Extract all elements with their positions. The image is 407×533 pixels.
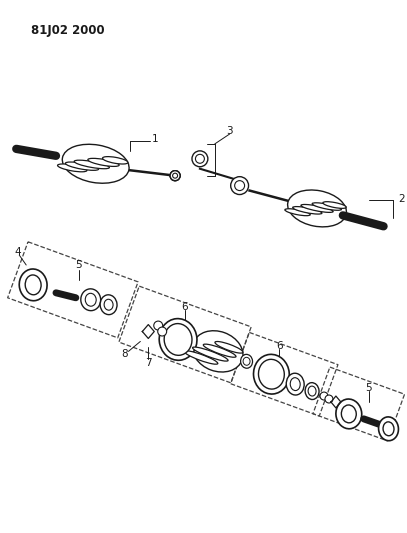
Ellipse shape [336, 399, 362, 429]
Ellipse shape [103, 157, 128, 164]
Ellipse shape [215, 342, 243, 353]
Ellipse shape [308, 386, 316, 396]
Ellipse shape [104, 299, 113, 310]
Ellipse shape [81, 289, 101, 311]
Circle shape [154, 321, 163, 330]
Ellipse shape [293, 207, 322, 214]
Text: 5: 5 [365, 383, 372, 393]
Text: 5: 5 [76, 260, 82, 270]
Ellipse shape [193, 331, 243, 372]
Ellipse shape [312, 203, 341, 211]
Ellipse shape [57, 164, 87, 172]
Ellipse shape [164, 324, 192, 356]
Ellipse shape [184, 351, 218, 364]
Ellipse shape [341, 405, 356, 423]
Ellipse shape [74, 160, 109, 169]
Text: 3: 3 [226, 126, 233, 136]
Ellipse shape [383, 422, 394, 436]
Ellipse shape [173, 173, 177, 178]
Ellipse shape [285, 209, 310, 216]
Text: 8: 8 [121, 349, 128, 359]
Ellipse shape [323, 201, 346, 208]
Text: 7: 7 [145, 358, 152, 368]
Ellipse shape [286, 373, 304, 395]
Ellipse shape [258, 359, 284, 389]
Ellipse shape [379, 417, 398, 441]
Ellipse shape [100, 295, 117, 314]
Ellipse shape [288, 190, 346, 227]
Ellipse shape [305, 383, 319, 400]
Ellipse shape [231, 176, 249, 195]
Ellipse shape [25, 275, 41, 295]
Ellipse shape [241, 354, 252, 368]
Ellipse shape [235, 181, 245, 191]
Circle shape [325, 395, 333, 403]
Ellipse shape [62, 144, 129, 183]
Ellipse shape [192, 151, 208, 167]
Ellipse shape [159, 319, 197, 360]
Ellipse shape [193, 347, 228, 361]
Circle shape [158, 327, 166, 336]
Ellipse shape [170, 171, 180, 181]
Ellipse shape [290, 378, 300, 391]
Ellipse shape [88, 158, 119, 166]
Text: 1: 1 [152, 134, 159, 144]
Ellipse shape [19, 269, 47, 301]
Ellipse shape [66, 162, 98, 171]
Text: 6: 6 [276, 342, 282, 351]
Text: 4: 4 [14, 247, 21, 257]
Text: 2: 2 [398, 193, 405, 204]
Ellipse shape [203, 344, 236, 357]
Circle shape [170, 171, 180, 181]
Text: 6: 6 [182, 302, 188, 312]
Ellipse shape [254, 354, 289, 394]
Ellipse shape [301, 205, 333, 212]
Ellipse shape [243, 357, 250, 365]
Ellipse shape [85, 293, 96, 306]
Text: 81J02 2000: 81J02 2000 [31, 24, 105, 37]
Circle shape [170, 171, 180, 181]
Ellipse shape [195, 155, 204, 163]
Circle shape [320, 392, 328, 400]
